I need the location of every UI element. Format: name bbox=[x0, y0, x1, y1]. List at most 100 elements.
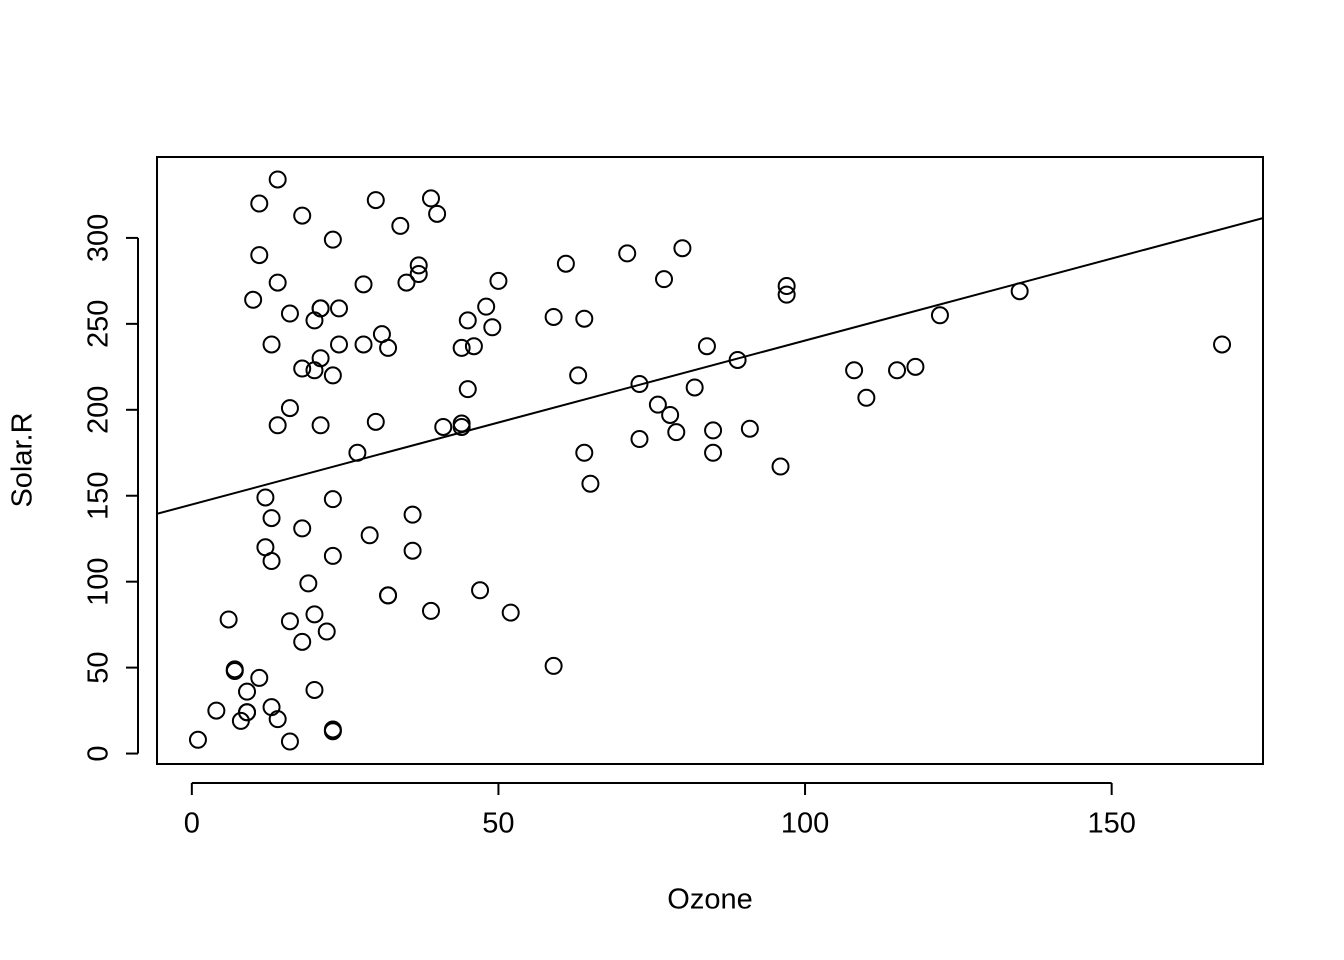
y-tick-label: 0 bbox=[83, 745, 115, 761]
point bbox=[250, 668, 269, 687]
point bbox=[299, 574, 318, 593]
point bbox=[452, 338, 471, 357]
point bbox=[317, 622, 336, 641]
point bbox=[489, 271, 508, 290]
point bbox=[207, 701, 226, 720]
point bbox=[458, 380, 477, 399]
point bbox=[704, 421, 723, 440]
point bbox=[575, 309, 594, 328]
x-tick-label: 50 bbox=[482, 808, 514, 840]
point bbox=[262, 509, 281, 528]
point bbox=[268, 273, 287, 292]
point bbox=[581, 474, 600, 493]
point bbox=[857, 388, 876, 407]
point bbox=[225, 660, 244, 679]
y-tick-label: 50 bbox=[83, 651, 115, 683]
point bbox=[262, 552, 281, 571]
regression-line bbox=[157, 217, 1263, 515]
point bbox=[777, 285, 796, 304]
point bbox=[305, 680, 324, 699]
y-axis-label: Solar.R bbox=[7, 412, 39, 507]
point bbox=[464, 337, 483, 356]
point bbox=[280, 399, 299, 418]
point bbox=[1213, 335, 1232, 354]
point bbox=[372, 325, 391, 344]
point bbox=[305, 361, 324, 380]
point bbox=[888, 361, 907, 380]
point bbox=[452, 414, 471, 433]
point bbox=[280, 612, 299, 631]
point bbox=[311, 299, 330, 318]
point bbox=[630, 430, 649, 449]
point bbox=[323, 490, 342, 509]
point bbox=[477, 297, 496, 316]
point bbox=[421, 601, 440, 620]
point bbox=[630, 375, 649, 394]
point bbox=[238, 703, 257, 722]
point bbox=[458, 311, 477, 330]
point bbox=[544, 656, 563, 675]
point bbox=[409, 265, 428, 284]
point bbox=[262, 335, 281, 354]
point bbox=[293, 519, 312, 538]
point bbox=[366, 191, 385, 210]
point bbox=[471, 581, 490, 600]
point bbox=[421, 189, 440, 208]
point bbox=[704, 443, 723, 462]
point bbox=[556, 254, 575, 273]
point bbox=[740, 419, 759, 438]
point bbox=[293, 359, 312, 378]
point bbox=[409, 256, 428, 275]
point bbox=[403, 541, 422, 560]
point bbox=[906, 357, 925, 376]
point bbox=[391, 216, 410, 235]
point bbox=[311, 416, 330, 435]
point bbox=[238, 682, 257, 701]
point bbox=[452, 417, 471, 436]
point bbox=[648, 395, 667, 414]
point bbox=[268, 710, 287, 729]
point bbox=[250, 246, 269, 265]
point bbox=[280, 304, 299, 323]
point bbox=[256, 488, 275, 507]
point bbox=[323, 230, 342, 249]
point bbox=[655, 270, 674, 289]
point bbox=[366, 412, 385, 431]
point bbox=[667, 423, 686, 442]
point bbox=[305, 605, 324, 624]
point bbox=[930, 306, 949, 325]
point bbox=[428, 204, 447, 223]
x-tick-label: 0 bbox=[184, 808, 200, 840]
point bbox=[544, 307, 563, 326]
point bbox=[673, 239, 692, 258]
point bbox=[569, 366, 588, 385]
point bbox=[244, 290, 263, 309]
point bbox=[771, 457, 790, 476]
y-tick-label: 200 bbox=[83, 386, 115, 434]
point bbox=[360, 526, 379, 545]
x-axis-label: Ozone bbox=[667, 884, 752, 916]
x-tick-label: 100 bbox=[781, 808, 829, 840]
point bbox=[293, 632, 312, 651]
y-tick-label: 150 bbox=[83, 472, 115, 520]
point bbox=[379, 586, 398, 605]
point bbox=[323, 366, 342, 385]
point bbox=[330, 299, 349, 318]
point bbox=[280, 732, 299, 751]
point bbox=[661, 405, 680, 424]
point bbox=[293, 206, 312, 225]
point bbox=[354, 275, 373, 294]
point bbox=[777, 277, 796, 296]
plot-box bbox=[156, 156, 1264, 765]
point bbox=[397, 273, 416, 292]
point bbox=[575, 443, 594, 462]
point bbox=[434, 417, 453, 436]
point bbox=[323, 720, 342, 739]
point bbox=[403, 505, 422, 524]
y-tick-label: 250 bbox=[83, 300, 115, 348]
point bbox=[483, 318, 502, 337]
point bbox=[268, 416, 287, 435]
point bbox=[188, 730, 207, 749]
point bbox=[685, 378, 704, 397]
